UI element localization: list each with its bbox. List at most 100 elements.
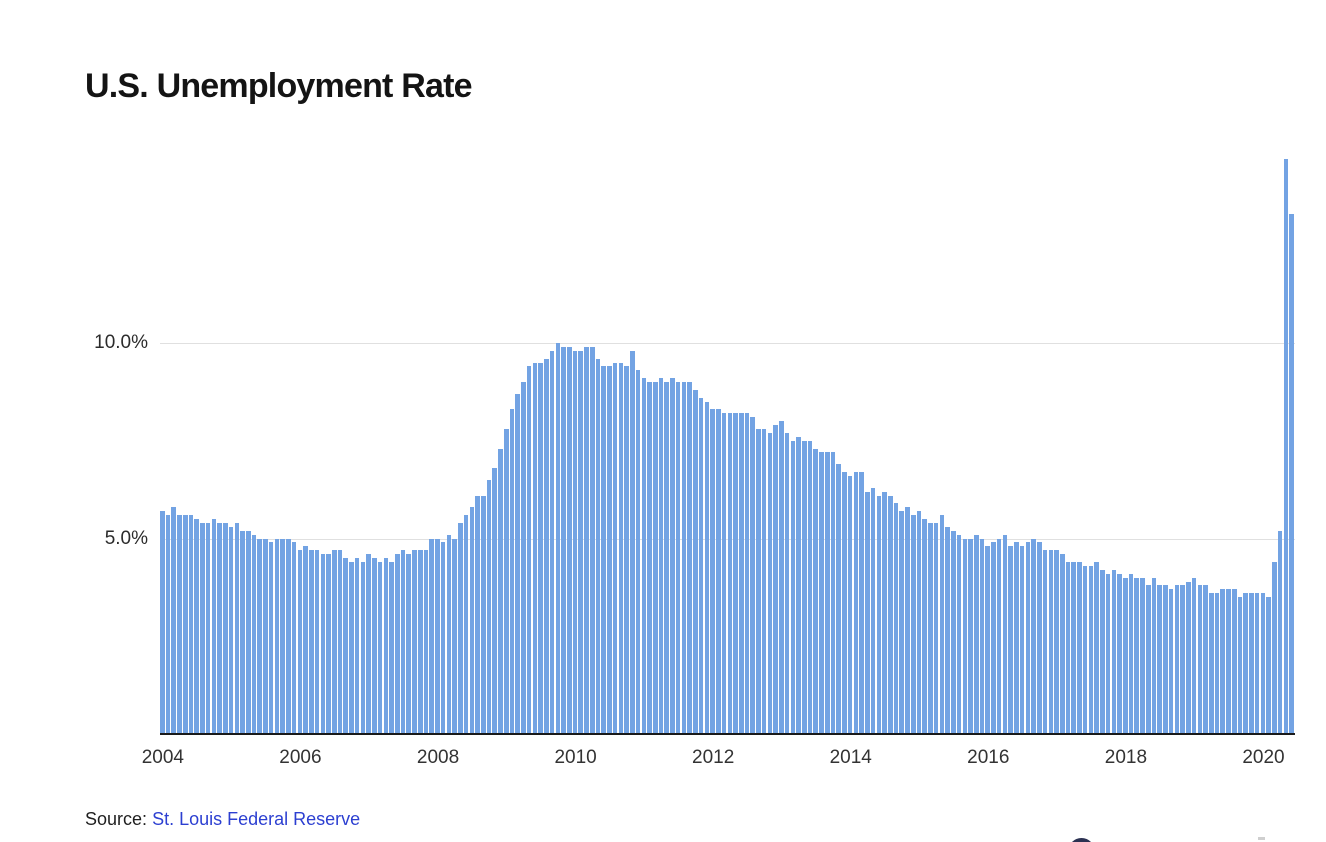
- bar[interactable]: [503, 429, 509, 734]
- bar[interactable]: [899, 511, 905, 734]
- bar[interactable]: [842, 472, 847, 734]
- bar[interactable]: [802, 440, 807, 734]
- bar[interactable]: [716, 409, 721, 734]
- bar[interactable]: [366, 554, 371, 734]
- bar[interactable]: [1054, 550, 1059, 734]
- bar[interactable]: [389, 561, 394, 734]
- bar[interactable]: [687, 382, 692, 734]
- bar[interactable]: [372, 558, 377, 734]
- bar[interactable]: [721, 413, 727, 734]
- bar[interactable]: [1197, 585, 1203, 734]
- bar[interactable]: [1117, 573, 1122, 734]
- bar[interactable]: [836, 464, 841, 734]
- bar[interactable]: [1220, 589, 1226, 734]
- bar[interactable]: [928, 522, 933, 734]
- bar[interactable]: [1019, 546, 1025, 734]
- bar[interactable]: [1008, 546, 1013, 734]
- bar[interactable]: [951, 530, 956, 734]
- bar[interactable]: [286, 538, 291, 734]
- bar[interactable]: [1014, 542, 1019, 734]
- bar[interactable]: [1157, 585, 1162, 734]
- bar[interactable]: [343, 558, 348, 734]
- bar[interactable]: [251, 534, 257, 734]
- bar[interactable]: [481, 495, 486, 734]
- bar[interactable]: [383, 558, 389, 734]
- bar[interactable]: [624, 366, 629, 734]
- bar[interactable]: [532, 362, 538, 734]
- bar[interactable]: [618, 362, 624, 734]
- bar[interactable]: [670, 378, 675, 734]
- bar[interactable]: [1209, 593, 1214, 734]
- bar[interactable]: [704, 401, 710, 734]
- bar[interactable]: [303, 546, 308, 734]
- bar[interactable]: [962, 538, 968, 734]
- bar[interactable]: [1226, 589, 1231, 734]
- bar[interactable]: [1082, 565, 1088, 734]
- bar[interactable]: [475, 495, 480, 734]
- bar[interactable]: [882, 491, 887, 734]
- bar[interactable]: [561, 346, 566, 734]
- bar[interactable]: [1203, 585, 1208, 734]
- bar[interactable]: [945, 526, 950, 734]
- bar[interactable]: [406, 554, 412, 734]
- bar[interactable]: [538, 362, 543, 734]
- bar[interactable]: [429, 538, 434, 734]
- bar[interactable]: [354, 558, 360, 734]
- bar[interactable]: [412, 550, 417, 734]
- bar[interactable]: [1163, 585, 1168, 734]
- bar[interactable]: [177, 515, 182, 734]
- bar[interactable]: [566, 346, 572, 734]
- bar[interactable]: [870, 487, 876, 734]
- bar[interactable]: [1071, 561, 1077, 734]
- bar[interactable]: [905, 507, 910, 734]
- bar[interactable]: [274, 538, 280, 734]
- bar[interactable]: [1249, 593, 1254, 734]
- bar[interactable]: [331, 550, 337, 734]
- bar[interactable]: [314, 550, 320, 734]
- bar[interactable]: [1272, 561, 1277, 734]
- bar[interactable]: [859, 472, 864, 734]
- bar[interactable]: [1031, 538, 1036, 734]
- bar[interactable]: [761, 429, 767, 734]
- bar[interactable]: [1243, 593, 1248, 734]
- bar[interactable]: [681, 382, 687, 734]
- bar[interactable]: [217, 522, 222, 734]
- bar[interactable]: [876, 495, 882, 734]
- bar[interactable]: [1134, 577, 1140, 734]
- bar[interactable]: [830, 452, 836, 734]
- bar[interactable]: [991, 542, 996, 734]
- bar[interactable]: [435, 538, 440, 734]
- bar[interactable]: [607, 366, 612, 734]
- bar[interactable]: [395, 554, 400, 734]
- bar[interactable]: [446, 534, 452, 734]
- bar[interactable]: [922, 518, 927, 734]
- bar[interactable]: [916, 511, 922, 734]
- bar[interactable]: [1048, 550, 1054, 734]
- bar[interactable]: [847, 475, 853, 734]
- datawrapper-logo-icon[interactable]: [1068, 838, 1095, 842]
- bar[interactable]: [733, 413, 738, 734]
- bar[interactable]: [463, 515, 469, 734]
- bar[interactable]: [280, 538, 285, 734]
- bar[interactable]: [572, 350, 578, 734]
- bar[interactable]: [888, 495, 893, 734]
- bar[interactable]: [1002, 534, 1008, 734]
- source-link[interactable]: St. Louis Federal Reserve: [152, 809, 361, 829]
- bar[interactable]: [337, 550, 343, 734]
- bar[interactable]: [1214, 593, 1220, 734]
- bar[interactable]: [824, 452, 830, 734]
- bar[interactable]: [423, 550, 429, 734]
- bar[interactable]: [601, 366, 606, 734]
- bar[interactable]: [744, 413, 750, 734]
- bar[interactable]: [1123, 577, 1128, 734]
- bar[interactable]: [1254, 593, 1260, 734]
- bar[interactable]: [1145, 585, 1151, 734]
- bar[interactable]: [853, 472, 859, 734]
- bar[interactable]: [790, 440, 796, 734]
- bar[interactable]: [492, 468, 498, 734]
- bar[interactable]: [486, 479, 492, 734]
- bar[interactable]: [1140, 577, 1145, 734]
- bar[interactable]: [641, 378, 647, 734]
- bar[interactable]: [693, 389, 698, 734]
- bar[interactable]: [377, 561, 383, 734]
